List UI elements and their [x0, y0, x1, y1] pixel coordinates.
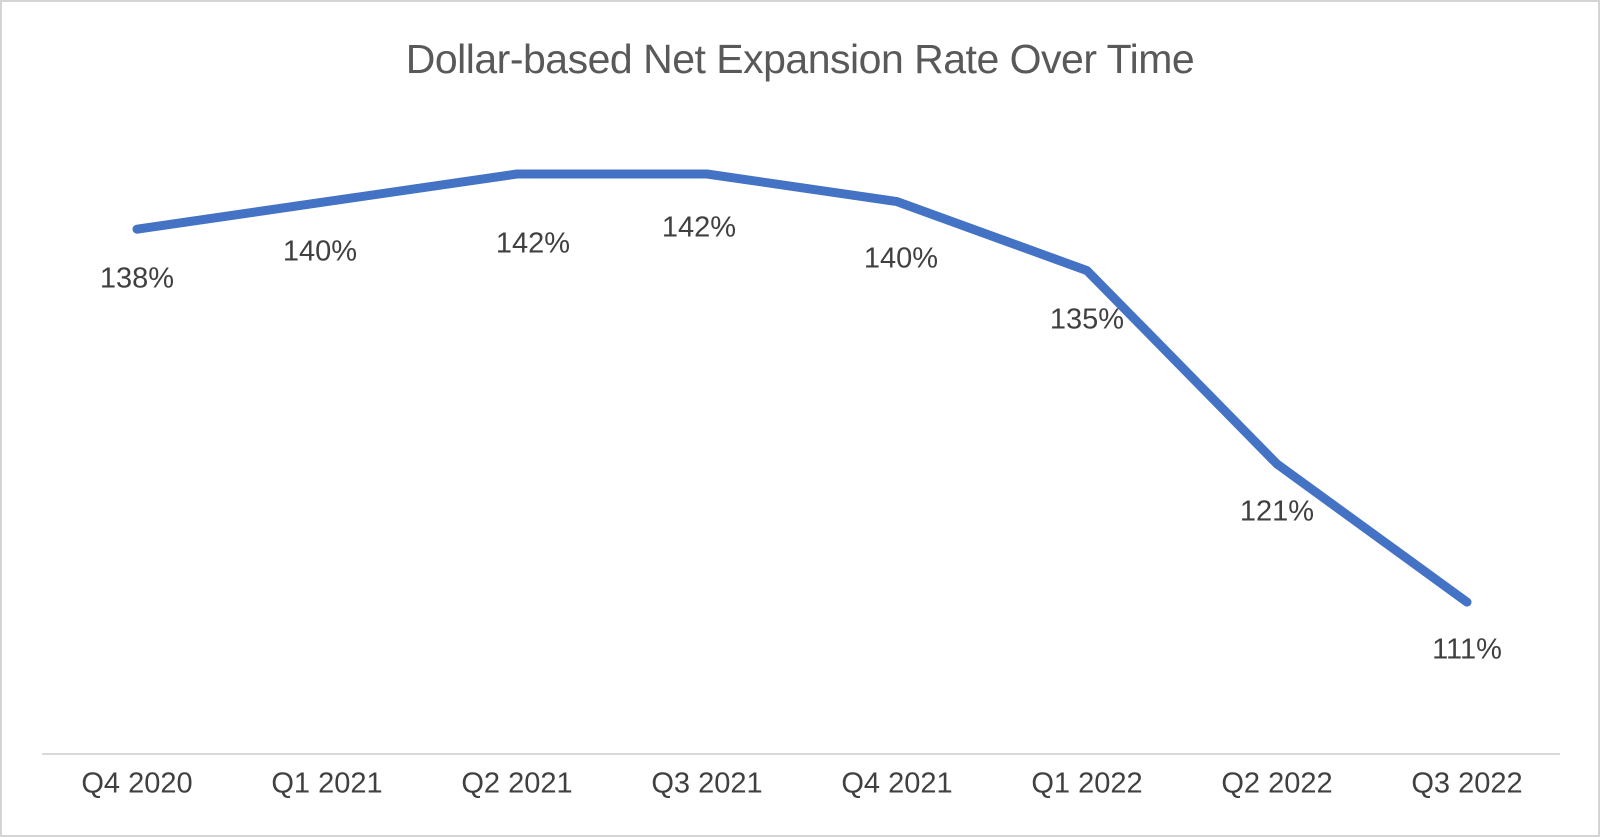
x-axis-label: Q3 2022 [1411, 767, 1523, 800]
net-expansion-line-series [132, 169, 1472, 607]
x-axis-label: Q1 2021 [271, 767, 383, 800]
data-label: 140% [282, 235, 358, 268]
data-label: 138% [99, 262, 175, 295]
x-axis-label: Q2 2021 [461, 767, 573, 800]
x-axis-label: Q3 2021 [651, 767, 763, 800]
x-axis-label: Q1 2022 [1031, 767, 1143, 800]
data-label: 111% [1432, 633, 1502, 666]
data-label: 135% [1049, 303, 1125, 336]
data-label: 142% [495, 227, 571, 260]
x-axis-label: Q4 2020 [81, 767, 193, 800]
x-axis-label: Q4 2021 [841, 767, 953, 800]
x-axis-label: Q2 2022 [1221, 767, 1333, 800]
data-label: 142% [661, 211, 737, 244]
chart-title: Dollar-based Net Expansion Rate Over Tim… [405, 36, 1195, 82]
data-label: 140% [863, 242, 939, 275]
data-label: 121% [1239, 495, 1315, 528]
